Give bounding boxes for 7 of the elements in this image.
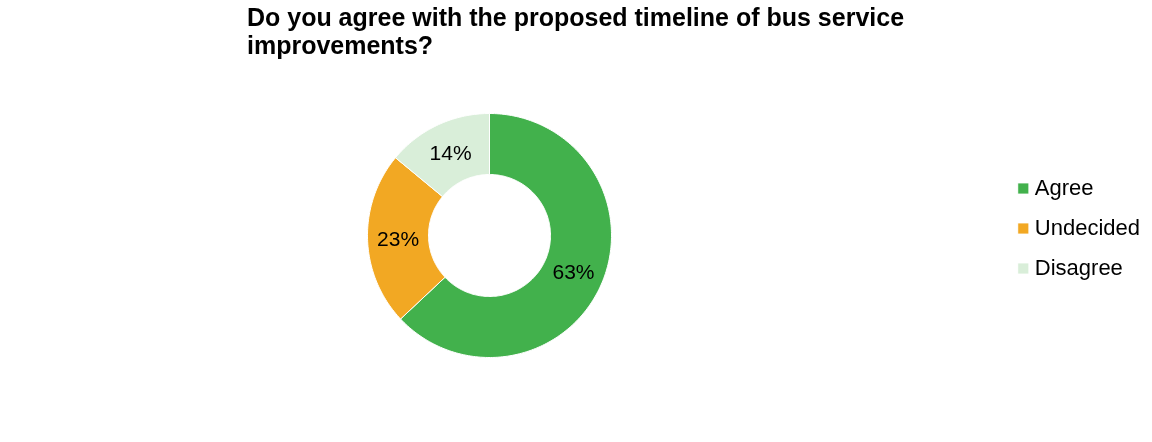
legend-label: Undecided	[1034, 215, 1140, 241]
chart-title: Do you agree with the proposed timeline of bus service improvements?	[246, 2, 905, 59]
data-label: 23%	[377, 226, 420, 250]
legend-label: Disagree	[1034, 255, 1123, 281]
legend-label: Agree	[1034, 175, 1094, 201]
data-label: 14%	[429, 141, 472, 165]
data-label: 63%	[552, 260, 595, 284]
